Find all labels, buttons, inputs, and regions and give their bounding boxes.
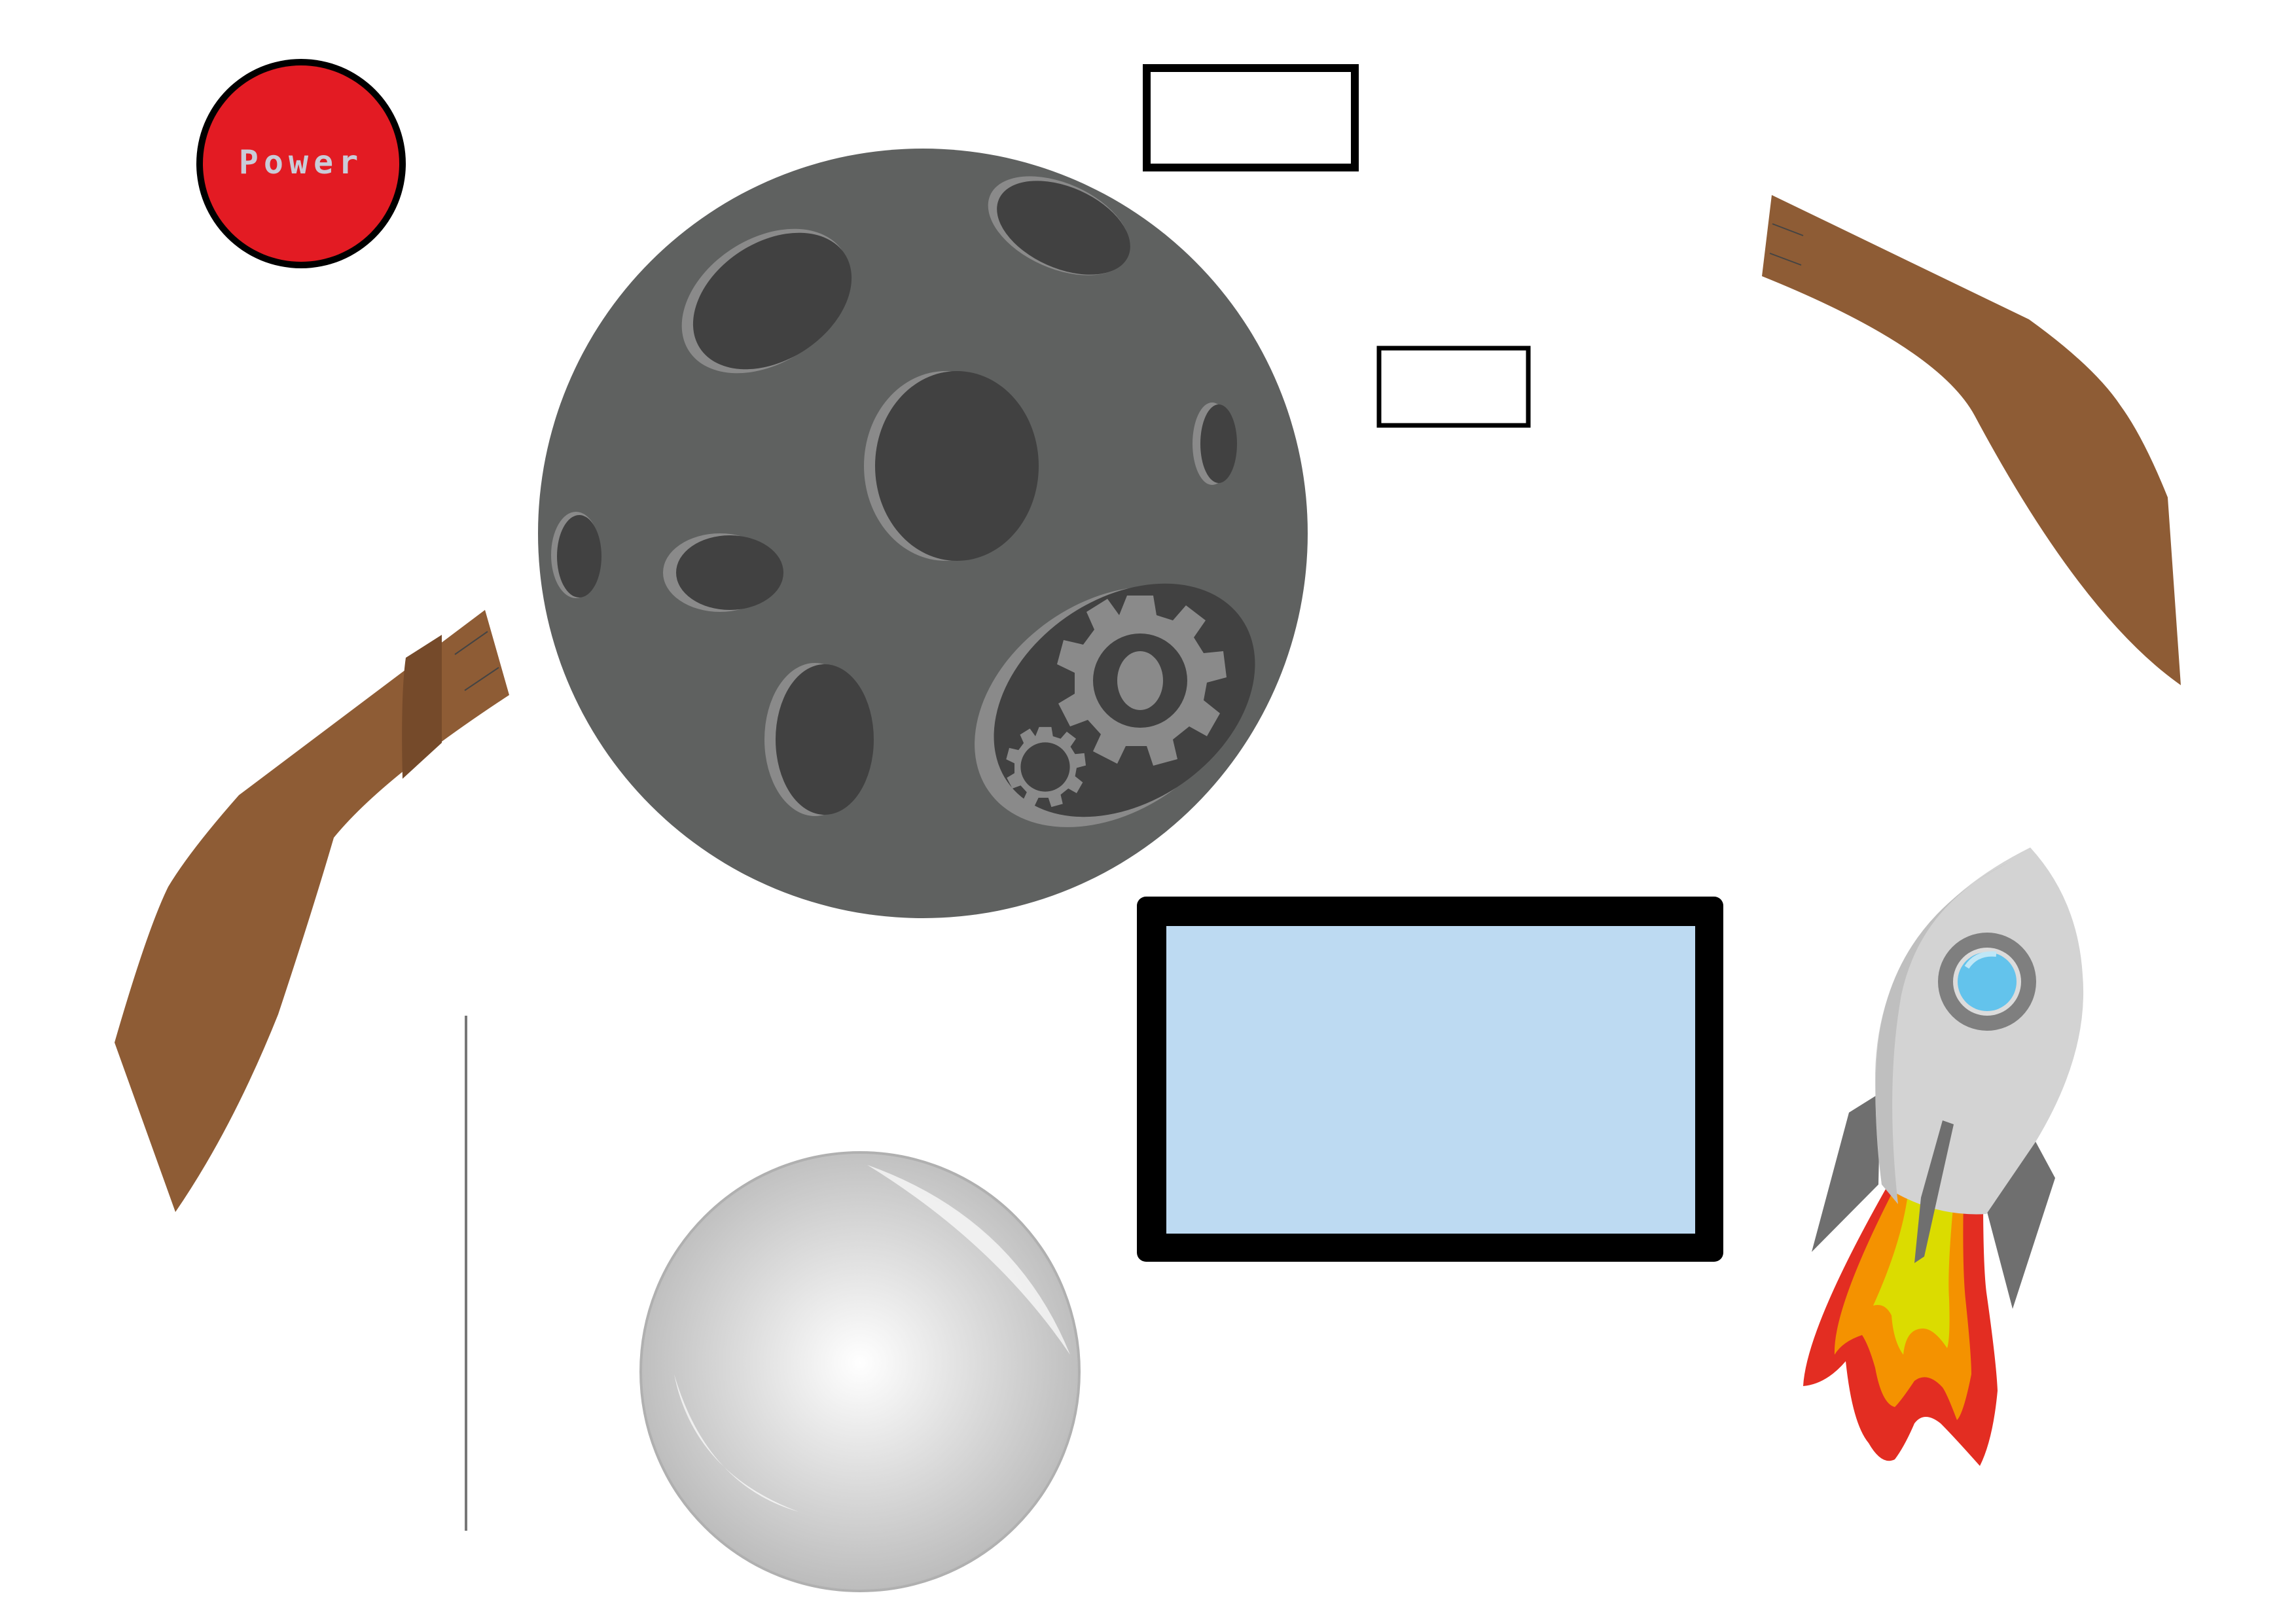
rocket-body[interactable] [1875,847,2084,1215]
power-button-label[interactable]: Power [239,143,364,181]
gear-icon [1057,596,1227,766]
crater [864,371,1039,561]
gear-icon [1006,726,1086,808]
screen-display[interactable] [1166,926,1695,1234]
glass-sphere[interactable] [639,1151,1081,1592]
rocket-center-fin [1914,1120,1954,1263]
rocket-body-shadow [1875,861,2013,1204]
power-button-face[interactable] [203,65,399,262]
boomerang-grip-line [454,631,488,655]
boomerang-grip-line [1772,223,1804,236]
moon [538,149,1308,918]
power-button[interactable]: Power [196,59,406,268]
gear-crater [975,583,1255,827]
rocket[interactable] [1803,847,2084,1466]
boomerang-left-body[interactable] [115,610,509,1212]
crater [663,533,783,612]
crater [764,663,874,816]
boomerang-grip-line [464,667,499,691]
boomerang-right[interactable] [1762,195,2181,685]
sphere-body[interactable] [639,1151,1081,1592]
rocket-flame-inner [1873,1194,1954,1355]
crater [681,228,852,374]
rocket-window [1938,933,2036,1031]
boomerang-left[interactable] [115,610,509,1212]
empty-box-large[interactable] [1143,64,1359,171]
boomerang-grip-line [1769,253,1802,266]
boomerang-left-shade [402,635,442,779]
crater [988,176,1130,276]
crater [1193,402,1237,485]
boomerang-right-body[interactable] [1762,195,2181,685]
empty-box-small[interactable] [1376,346,1531,428]
rocket-fin-left [1812,1093,1880,1252]
crater [551,512,601,598]
